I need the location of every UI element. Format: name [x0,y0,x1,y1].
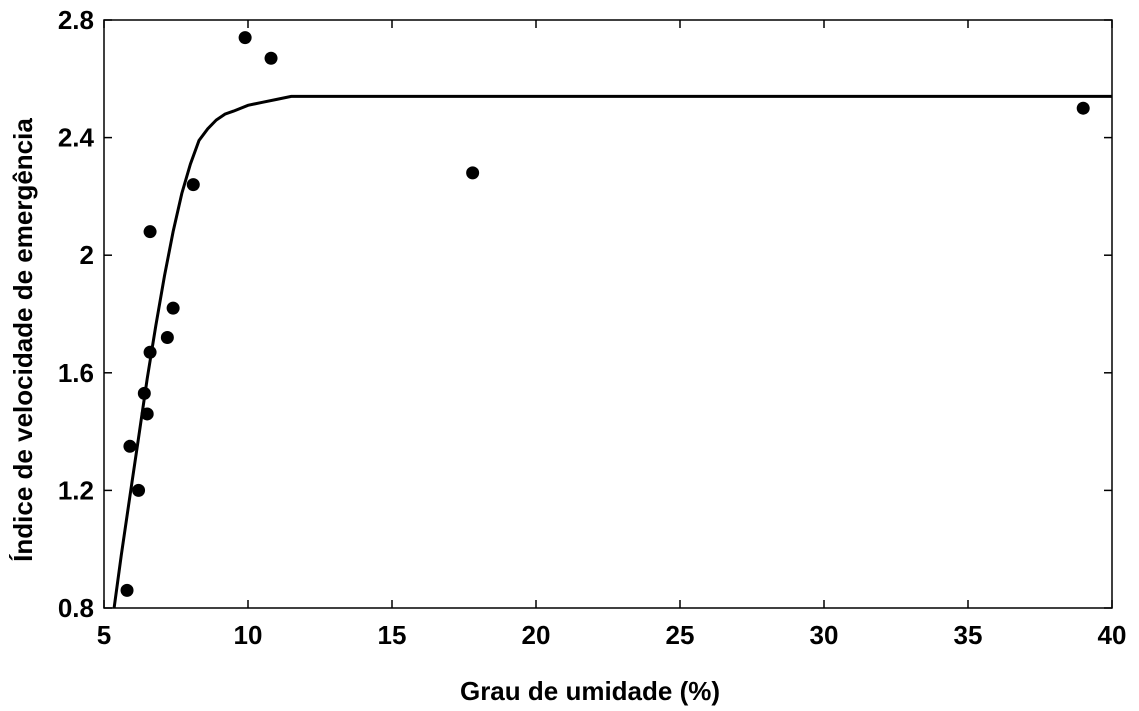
x-tick-label: 15 [378,620,407,650]
x-tick-label: 30 [810,620,839,650]
y-tick-label: 1.6 [58,358,94,388]
data-point [238,31,252,45]
x-axis-ticks: 5 10 15 20 25 30 35 40 [97,20,1127,650]
data-point [1076,101,1090,115]
data-point [143,225,157,239]
x-tick-label: 20 [522,620,551,650]
data-point [466,166,480,180]
data-point [160,331,174,345]
y-tick-label: 1.2 [58,475,94,505]
data-point [264,51,278,65]
y-tick-label: 2 [80,240,94,270]
data-point [120,583,134,597]
y-axis-label: Índice de velocidade de emergência [8,118,38,562]
y-tick-label: 0.8 [58,593,94,623]
y-tick-label: 2.8 [58,5,94,35]
data-point [166,301,180,315]
x-axis-label: Grau de umidade (%) [460,676,720,706]
data-point [186,178,200,192]
fitted-curve [112,94,1112,609]
plot-frame [103,19,1113,609]
x-tick-label: 5 [97,620,111,650]
data-point [143,345,157,359]
data-point [140,407,154,421]
data-points [120,31,1090,597]
x-tick-label: 40 [1098,620,1127,650]
y-axis-ticks: 0.8 1.2 1.6 2 2.4 2.8 [58,5,1112,623]
data-point [132,483,146,497]
data-point [123,439,137,453]
x-tick-label: 10 [234,620,263,650]
y-tick-label: 2.4 [58,123,95,153]
x-tick-label: 35 [954,620,983,650]
x-tick-label: 25 [666,620,695,650]
data-point [137,386,151,400]
